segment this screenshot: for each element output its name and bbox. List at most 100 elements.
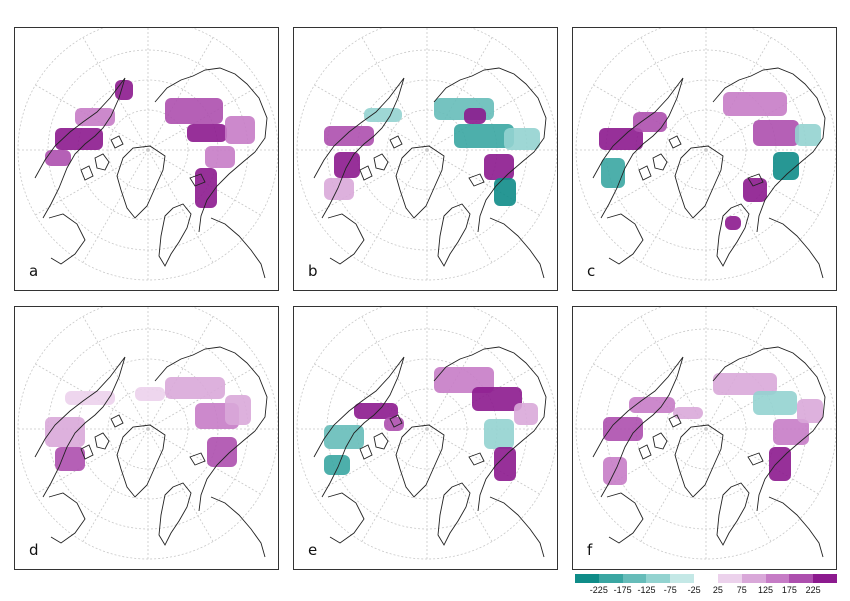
legend-swatch <box>765 574 790 583</box>
coastline <box>433 67 547 233</box>
longitude-line <box>35 428 149 495</box>
coastline <box>468 173 485 187</box>
coastline <box>48 213 86 265</box>
anomaly-patch <box>65 391 115 405</box>
coastlines <box>592 346 826 558</box>
legend-tick-label: 175 <box>781 585 797 595</box>
anomaly-patch <box>364 108 402 122</box>
legend-swatch <box>646 574 671 583</box>
panel-letter: b <box>308 262 318 280</box>
coastline <box>638 165 652 181</box>
coastline <box>313 356 405 498</box>
longitude-line <box>426 149 493 263</box>
longitude-line <box>82 149 149 263</box>
anomaly-patch <box>753 391 797 415</box>
coastline <box>437 203 471 267</box>
legend-tick-label: 25 <box>712 585 723 595</box>
coastline <box>110 414 124 428</box>
coastline <box>210 496 266 558</box>
coastline <box>768 217 824 279</box>
map-panel-c: c <box>572 27 837 291</box>
coastline <box>592 356 684 498</box>
legend-ticks: -225 -175 -125 -75 -25 25 75 125 175 225 <box>575 583 837 597</box>
anomaly-patch <box>494 447 516 481</box>
anomaly-patch <box>324 178 354 200</box>
coastline <box>768 496 824 558</box>
panel-letter: a <box>29 262 39 280</box>
coastline <box>638 444 652 460</box>
anomaly-patch <box>384 417 404 431</box>
coastline <box>674 424 724 498</box>
longitude-line <box>35 149 149 216</box>
graticule <box>296 28 557 281</box>
longitude-line <box>314 428 428 495</box>
coastlines <box>592 67 826 279</box>
anomaly-patch <box>464 108 486 124</box>
coastline <box>592 77 684 219</box>
longitude-line <box>82 316 149 430</box>
longitude-line <box>147 149 214 263</box>
polar-map <box>296 307 557 560</box>
anomaly-patch <box>225 116 255 144</box>
legend-swatch <box>789 574 814 583</box>
coastline <box>158 482 192 546</box>
anomaly-patch <box>472 387 522 411</box>
legend-swatch <box>622 574 647 583</box>
anomaly-patch <box>354 403 398 419</box>
polar-map <box>575 28 836 281</box>
longitude-line <box>705 84 819 151</box>
longitude-line <box>147 428 214 542</box>
color-legend: -225 -175 -125 -75 -25 25 75 125 175 225 <box>575 574 837 598</box>
coastline <box>668 414 682 428</box>
legend-color-bar <box>575 574 837 583</box>
anomaly-patch <box>195 168 217 208</box>
coastline <box>389 414 403 428</box>
coastlines <box>34 346 268 558</box>
longitude-line <box>426 428 493 542</box>
polar-map <box>17 307 278 560</box>
anomaly-field <box>45 80 255 208</box>
polar-map <box>575 307 836 560</box>
polar-map <box>296 28 557 281</box>
anomaly-patch <box>45 150 71 166</box>
longitude-line <box>426 37 493 151</box>
anomaly-patch <box>773 152 799 180</box>
anomaly-field <box>324 98 540 206</box>
coastline <box>489 217 545 279</box>
anomaly-field <box>603 373 823 485</box>
legend-swatch <box>813 574 837 583</box>
anomaly-field <box>324 367 538 481</box>
legend-tick-label: -175 <box>613 585 632 595</box>
coastline <box>94 432 110 450</box>
longitude-line <box>82 428 149 542</box>
coastline <box>327 213 365 265</box>
legend-swatch <box>575 574 599 583</box>
coastline <box>437 482 471 546</box>
longitude-line <box>361 316 428 430</box>
longitude-line <box>314 363 428 430</box>
anomaly-field <box>599 92 821 230</box>
anomaly-patch <box>601 158 625 188</box>
coastline <box>359 444 373 460</box>
legend-tick-label: 225 <box>805 585 821 595</box>
anomaly-patch <box>334 152 360 178</box>
anomaly-patch <box>753 120 799 146</box>
anomaly-patch <box>187 124 227 142</box>
anomaly-patch <box>55 128 103 150</box>
anomaly-patch <box>713 373 777 395</box>
coastline <box>110 135 124 149</box>
anomaly-patch <box>723 92 787 116</box>
longitude-line <box>640 37 707 151</box>
anomaly-patch <box>795 124 821 146</box>
legend-gap <box>694 574 718 583</box>
legend-tick-label: -125 <box>637 585 656 595</box>
coastlines <box>313 346 547 558</box>
anomaly-patch <box>504 128 540 150</box>
anomaly-field <box>45 377 251 471</box>
coastline <box>94 153 110 171</box>
anomaly-patch <box>165 98 223 124</box>
coastline <box>606 213 644 265</box>
coastline <box>80 165 94 181</box>
coastline <box>747 452 764 466</box>
coastline <box>327 492 365 544</box>
